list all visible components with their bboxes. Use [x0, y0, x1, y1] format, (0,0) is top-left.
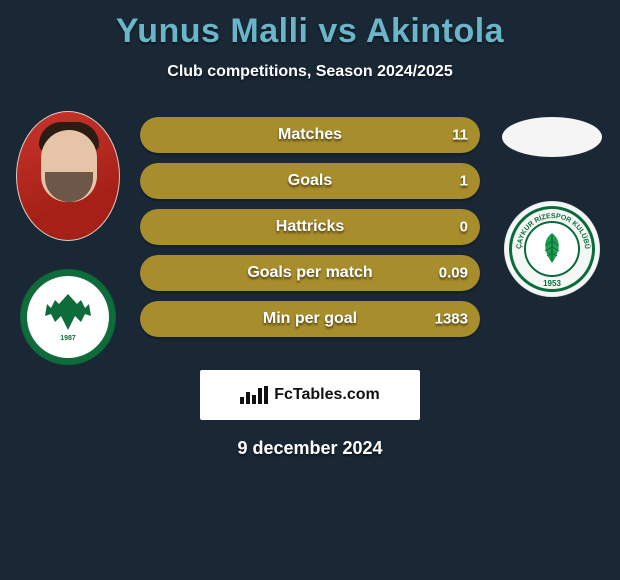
- page-title: Yunus Malli vs Akintola: [0, 0, 620, 51]
- stat-label: Hattricks: [276, 218, 344, 236]
- club-right-year: 1953: [505, 279, 599, 288]
- date-text: 9 december 2024: [237, 438, 382, 459]
- player1-name: Yunus Malli: [116, 12, 309, 50]
- stat-value-right: 1: [460, 173, 468, 190]
- eagle-icon: 1987: [37, 286, 99, 348]
- fctables-watermark: FcTables.com: [200, 370, 420, 420]
- stat-value-right: 0.09: [439, 265, 468, 282]
- stat-bar: Goals 1: [140, 163, 480, 199]
- player2-photo: [502, 117, 602, 157]
- stat-bar: Min per goal 1383: [140, 301, 480, 337]
- svg-text:1987: 1987: [60, 335, 76, 342]
- subtitle: Club competitions, Season 2024/2025: [0, 63, 620, 81]
- bar-chart-icon: [240, 386, 268, 404]
- stat-value-right: 1383: [435, 311, 468, 328]
- stats-list: Matches 11 Goals 1 Hattricks 0 Goals per match…: [140, 117, 480, 347]
- footer: FcTables.com 9 december 2024: [0, 370, 620, 459]
- vs-text: vs: [318, 12, 357, 50]
- stat-bar: Hattricks 0: [140, 209, 480, 245]
- stat-bar: Matches 11: [140, 117, 480, 153]
- tea-leaf-icon: [532, 229, 572, 269]
- stat-value-right: 11: [452, 127, 468, 144]
- stat-bar: Goals per match 0.09: [140, 255, 480, 291]
- player2-club-badge: ÇAYKUR RİZESPOR KULÜBÜ 1953: [504, 201, 600, 297]
- stat-label: Goals: [288, 172, 332, 190]
- fctables-text: FcTables.com: [274, 386, 380, 404]
- player2-column: ÇAYKUR RİZESPOR KULÜBÜ 1953: [492, 111, 612, 297]
- stat-label: Goals per match: [247, 264, 372, 282]
- player1-club-badge: 1987: [20, 269, 116, 365]
- player1-column: 1987: [8, 111, 128, 365]
- player1-photo: [16, 111, 120, 241]
- player2-name: Akintola: [366, 12, 504, 50]
- stat-value-right: 0: [460, 219, 468, 236]
- stat-label: Matches: [278, 126, 342, 144]
- stat-label: Min per goal: [263, 310, 357, 328]
- comparison-panel: 1987 ÇAYKUR RİZESPOR KULÜBÜ 1953: [0, 111, 620, 371]
